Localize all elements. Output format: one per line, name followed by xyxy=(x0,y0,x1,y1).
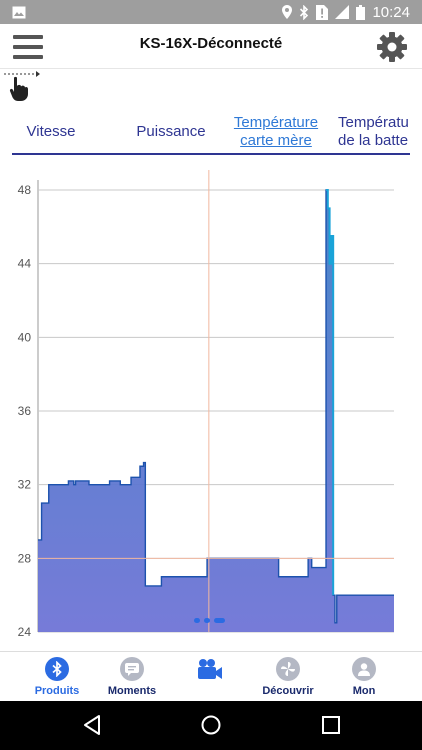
tab-puissance[interactable]: Puissance xyxy=(124,110,218,154)
status-time: 10:24 xyxy=(372,3,410,21)
page-dot xyxy=(194,618,200,623)
tab-underline xyxy=(12,153,410,155)
chat-icon xyxy=(120,657,144,681)
video-camera-icon xyxy=(197,657,223,681)
hamburger-menu-icon[interactable] xyxy=(13,31,45,63)
nav-moments[interactable]: Moments xyxy=(92,657,172,701)
tab-label: Puissance xyxy=(136,123,206,140)
y-tick-label: 48 xyxy=(18,183,32,197)
home-icon[interactable] xyxy=(200,714,222,736)
tab-label: Vitesse xyxy=(26,123,76,140)
tab-temperature-batterie[interactable]: Températu de la batte xyxy=(338,110,422,154)
nav-mon[interactable]: Mon xyxy=(324,657,404,701)
tab-label-line2: de la batte xyxy=(338,132,409,149)
back-icon[interactable] xyxy=(82,714,104,736)
tab-label: Températu de la batte xyxy=(338,114,409,150)
system-navigation-bar xyxy=(0,701,422,750)
swipe-hint-icon xyxy=(2,68,46,102)
y-tick-label: 40 xyxy=(18,330,32,344)
page-title: KS-16X-Déconnecté xyxy=(139,35,283,52)
tab-label: Température carte mère xyxy=(234,114,318,150)
pinwheel-icon xyxy=(276,657,300,681)
y-tick-label: 24 xyxy=(18,625,32,639)
bluetooth-icon xyxy=(45,657,69,681)
nav-label: Découvrir xyxy=(262,685,314,697)
nav-decouvrir[interactable]: Découvrir xyxy=(248,657,328,701)
signal-icon xyxy=(335,5,350,19)
tab-vitesse[interactable]: Vitesse xyxy=(14,110,88,154)
metric-tabs: Vitesse Puissance Température carte mère… xyxy=(0,110,422,156)
status-bar: 10:24 xyxy=(0,0,422,24)
y-tick-label: 28 xyxy=(18,551,32,565)
temperature-spike xyxy=(326,189,335,596)
chart-page-indicator xyxy=(194,618,225,623)
page-dot xyxy=(204,618,210,623)
page-dot-active xyxy=(214,618,225,623)
bluetooth-icon xyxy=(300,4,309,20)
battery-icon xyxy=(356,4,366,20)
tab-temperature-carte-mere[interactable]: Température carte mère xyxy=(224,110,328,154)
nav-label: Produits xyxy=(34,685,80,697)
location-icon xyxy=(282,5,293,19)
temperature-area xyxy=(38,190,394,632)
person-icon xyxy=(352,657,376,681)
tab-label-line2: carte mère xyxy=(240,132,312,149)
tab-label-line1: Température xyxy=(233,114,319,131)
nav-label: Moments xyxy=(107,685,157,697)
nav-video[interactable] xyxy=(170,657,250,701)
nav-label: Mon xyxy=(352,685,376,697)
gear-icon[interactable] xyxy=(376,31,408,63)
chart-canvas: 48 44 40 36 32 28 24 xyxy=(18,170,394,639)
y-tick-label: 44 xyxy=(18,257,32,271)
recents-icon[interactable] xyxy=(320,714,342,736)
sim-alert-icon xyxy=(316,4,329,20)
temperature-chart[interactable]: 48 44 40 36 32 28 24 xyxy=(0,170,422,650)
y-tick-label: 36 xyxy=(18,404,32,418)
bottom-navigation: Produits Moments xyxy=(0,651,422,702)
tab-label-line1: Températu xyxy=(338,114,409,131)
image-icon xyxy=(12,6,26,19)
y-tick-label: 32 xyxy=(18,478,32,492)
app-bar: KS-16X-Déconnecté xyxy=(0,24,422,69)
nav-produits[interactable]: Produits xyxy=(17,657,97,701)
